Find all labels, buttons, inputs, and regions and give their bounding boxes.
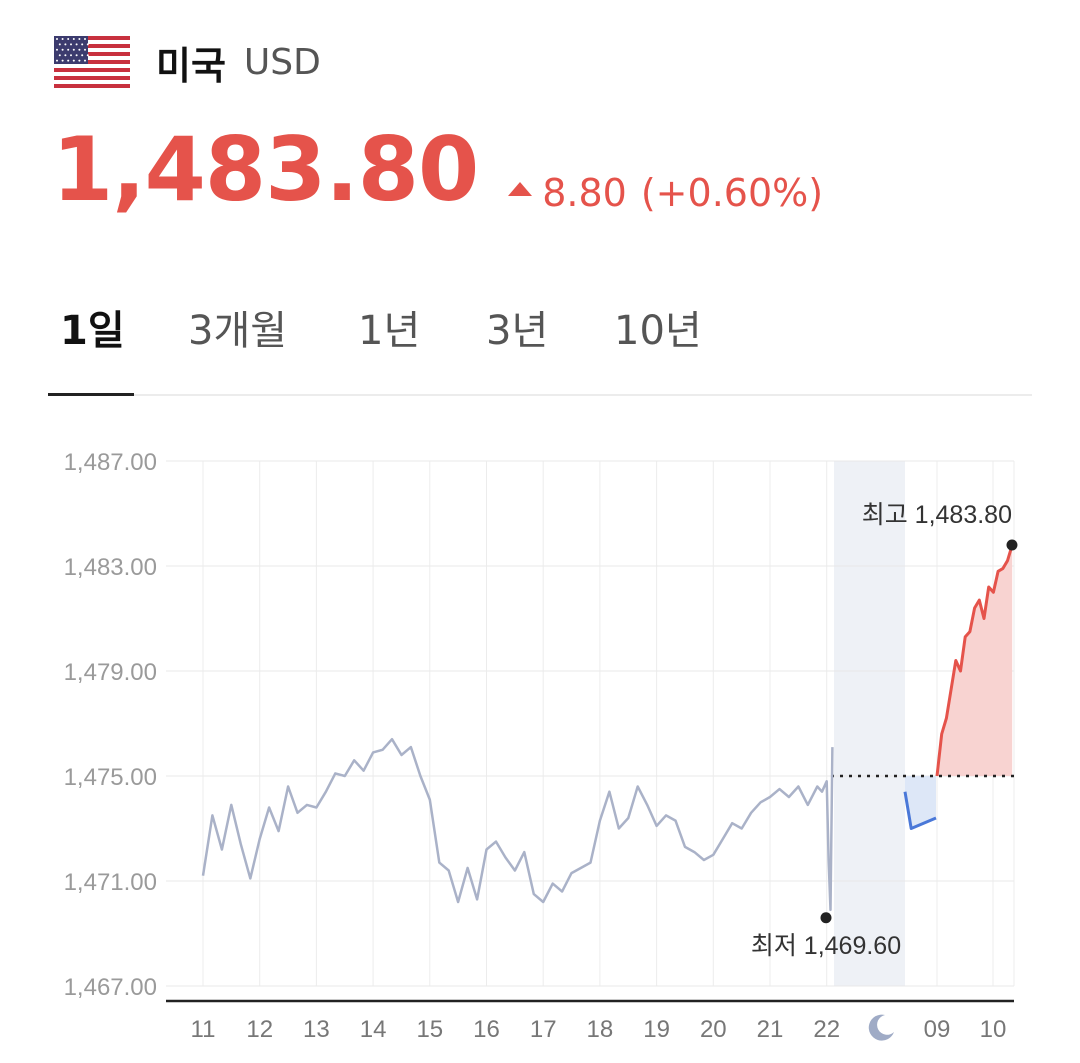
change-percent: (+0.60%) [640,171,824,215]
y-tick-label: 1,471.00 [64,869,157,896]
flag-stripe [54,48,130,52]
y-tick-label: 1,475.00 [64,764,157,791]
flag-star [67,48,70,51]
flag-stripe [54,36,130,40]
series-line-previous [201,737,834,912]
x-tick-label: 18 [587,1016,614,1043]
y-tick-label: 1,479.00 [64,659,157,686]
tab-3-years[interactable]: 3년 [486,308,549,354]
flag-stripe [54,44,130,48]
flag-star [56,38,58,40]
tab-10-years[interactable]: 10년 [614,308,702,354]
x-tick-label: 21 [757,1016,784,1043]
exchange-rate-chart[interactable]: 1,487.00 1,483.00 1,479.00 1,475.00 1,471.00… [0,430,1080,1059]
gridlines [166,460,1015,987]
low-marker [820,912,832,924]
flag-star [84,38,86,40]
flag-star [72,48,75,51]
flag-star [64,54,67,57]
high-label: 최고 1,483.80 [862,501,1012,529]
current-price: 1,483.80 [52,118,479,221]
flag-stripe [54,76,130,80]
flag-stripe [54,60,130,64]
flag-star [67,38,70,40]
flag-stripe [54,64,130,68]
x-tick-label: 14 [360,1016,387,1043]
y-axis: 1,487.00 1,483.00 1,479.00 1,475.00 1,471.00… [64,449,157,1001]
y-tick-label: 1,483.00 [64,554,157,581]
flag-stripe [54,56,130,60]
flag-stripe [54,84,130,88]
flag-stripe [54,40,130,44]
tab-3-months[interactable]: 3개월 [188,308,288,354]
flag-stripe [54,72,130,76]
moon-shape [868,1014,894,1041]
x-tick-label: 09 [924,1016,951,1043]
us-flag-icon [54,36,130,88]
flag-star [84,48,86,51]
x-tick-label: 22 [813,1016,840,1043]
flag-stripe [54,52,130,56]
chart-svg: 1,487.00 1,483.00 1,479.00 1,475.00 1,471.00… [64,449,1018,1043]
flag-star [58,54,61,57]
flag-stripe [54,80,130,84]
x-tick-label: 10 [980,1016,1007,1043]
price-change: 8.80 (+0.60%) [508,171,823,215]
flag-star [56,59,58,62]
y-tick-label: 1,467.00 [64,974,157,1001]
flag-star [70,54,72,57]
flag-star [86,54,89,57]
flag-star [72,59,75,62]
flag-star [75,54,78,57]
y-tick-label: 1,487.00 [64,449,157,476]
currency-code: USD [243,41,321,83]
flag-star [58,43,61,46]
night-area-fill [905,776,936,829]
flag-star [78,59,81,62]
flag-star [72,38,75,40]
moon-icon [868,1014,894,1041]
change-amount: 8.80 [542,171,627,215]
flag-star [61,48,64,51]
active-tab-indicator [48,393,134,396]
series-line-current [935,544,1014,777]
x-tick-label: 20 [700,1016,727,1043]
series-line-night [903,791,937,830]
flag-star [67,59,70,62]
low-label: 최저 1,469.60 [751,932,901,960]
flag-star [61,38,64,40]
flag-star [78,48,81,51]
flag-star [61,59,64,62]
x-tick-label: 11 [191,1016,216,1043]
high-marker [1006,539,1018,551]
country-name: 미국 [156,43,226,88]
flag-star [81,54,84,57]
x-axis: 11 12 13 14 15 16 17 18 19 20 21 22 09 10 [191,1016,1007,1043]
rise-area-fill [937,545,1013,776]
flag-star [75,43,78,46]
x-tick-label: 19 [643,1016,670,1043]
quote-row: 1,483.80 8.80 (+0.60%) [52,118,823,221]
tab-1-year[interactable]: 1년 [358,308,421,354]
tab-1-day[interactable]: 1일 [60,308,125,354]
flag-star [86,43,89,46]
flag-star [56,48,58,51]
up-triangle-icon [508,182,533,196]
x-tick-label: 16 [473,1016,500,1043]
flag-star [78,38,81,40]
flag-star [81,43,84,46]
night-session-band [834,461,905,986]
x-tick-label: 17 [530,1016,557,1043]
x-tick-label: 15 [416,1016,443,1043]
flag-star [64,43,67,46]
x-tick-label: 13 [303,1016,330,1043]
x-tick-label: 12 [246,1016,273,1043]
currency-header: 미국 USD [54,34,321,90]
period-tabs: 1일 3개월 1년 3년 10년 [48,290,1032,396]
flag-star [84,59,86,62]
flag-stripe [54,68,130,72]
flag-star [70,43,72,46]
